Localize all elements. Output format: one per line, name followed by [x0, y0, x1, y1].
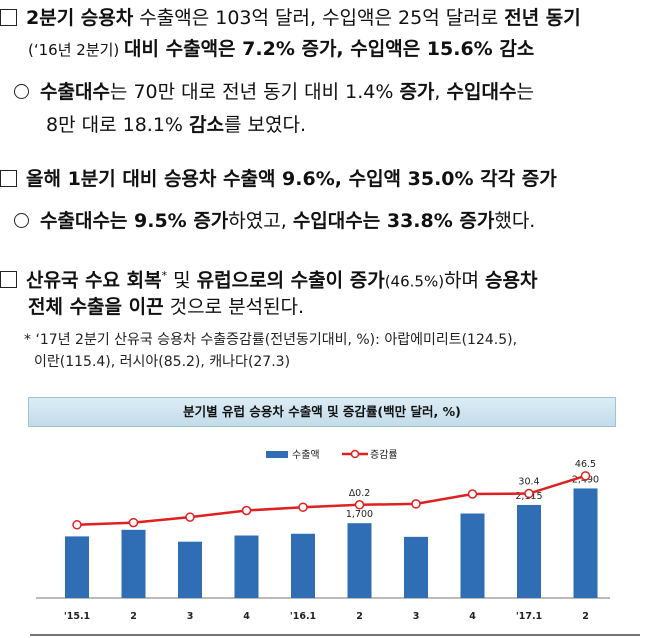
square-bullet-icon [0, 9, 17, 26]
para1-s1-c: 증가 [399, 81, 435, 103]
bar [178, 541, 202, 598]
circle-bullet-icon [14, 84, 29, 99]
legend-label-bar: 수출액 [292, 449, 320, 461]
para1-subline1: 수출대수는 70만 대로 전년 동기 대비 1.4% 증가, 수입대수는 [14, 80, 534, 104]
x-tick-label: 3 [413, 611, 420, 622]
line-data-label: 46.5 [575, 459, 596, 470]
para2-subline1: 수출대수는 9.5% 증가하였고, 수입대수는 33.8% 증가했다. [14, 209, 535, 233]
chart: 수출액증감률'15.1234'16.11,7002342,115'17.12,4… [30, 449, 640, 636]
para3-l1-a: 산유국 수요 회복 [26, 269, 162, 292]
bar [121, 529, 146, 598]
growth-rate-point [580, 471, 591, 481]
line-data-label: 30.4 [518, 477, 539, 488]
x-tick-label: 2 [582, 611, 589, 622]
growth-rate-point [241, 505, 252, 516]
para1-l2-b: 대비 수출액은 7.2% 증가, 수입액은 15.6% 감소 [124, 38, 535, 60]
para2-s1-c: 수입대수는 33.8% 증가 [292, 210, 495, 232]
para3-line1: 산유국 수요 회복* 및 유럽으로의 수출이 증가(46.5%)하며 승용차 [0, 264, 538, 293]
para1-s1-e: 수입대수 [446, 81, 517, 103]
para1-l1-a: 2분기 승용차 [26, 7, 134, 29]
para1-s1-b: 는 70만 대로 전년 동기 대비 1.4% [109, 81, 400, 103]
para3-l1-f: 하며 [444, 269, 486, 292]
para1-line1: 2분기 승용차 수출액은 103억 달러, 수입액은 25억 달러로 전년 동기 [0, 6, 581, 30]
para1-l1-b: 수출액은 103억 달러, 수입액은 25억 달러로 [133, 7, 505, 29]
bar-data-label: 1,700 [346, 509, 373, 520]
para1-l1-c: 전년 동기 [504, 7, 581, 29]
para3-l1-asterisk: * [161, 269, 168, 282]
footnote-line2: 이란(115.4), 러시아(85.2), 캐나다(27.3) [34, 354, 291, 370]
para1-line2: (‘16년 2분기) 대비 수출액은 7.2% 증가, 수입액은 15.6% 감… [28, 37, 534, 62]
para2-l1: 올해 1분기 대비 승용차 수출액 9.6%, 수입액 35.0% 각각 증가 [26, 168, 557, 190]
bar [234, 535, 259, 598]
para1-l2-a: (‘16년 2분기) [28, 41, 125, 59]
para3-l2-a: 전체 수출을 이끈 [28, 296, 164, 318]
chart-title: 분기별 유럽 승용차 수출액 및 증감률(백만 달러, %) [28, 397, 616, 427]
para3-l1-d: 유럽으로의 수출이 증가 [196, 269, 385, 292]
square-bullet-icon [0, 271, 17, 289]
growth-rate-point [354, 500, 365, 510]
bar [347, 523, 372, 598]
growth-rate-point [467, 489, 478, 499]
para1-s1-f: 는 [516, 81, 534, 103]
bar [460, 513, 485, 598]
para2-s1-a: 수출대수는 9.5% 증가 [40, 210, 229, 232]
x-tick-label: '16.1 [290, 611, 316, 622]
para3-l1-e: (46.5%) [384, 272, 445, 291]
circle-bullet-icon [14, 213, 29, 228]
legend-marker-line [350, 449, 360, 459]
para1-s1-a: 수출대수 [40, 81, 110, 103]
bar [65, 536, 89, 598]
bar [573, 488, 598, 598]
bar [517, 504, 541, 598]
bar [291, 533, 315, 598]
footnote-line1: * ‘17년 2분기 산유국 승용차 수출증감률(전년동기대비, %): 아랍에… [24, 332, 518, 348]
x-tick-label: 2 [130, 611, 137, 622]
growth-rate-point [298, 502, 308, 512]
para2-s1-d: 했다. [494, 210, 536, 232]
growth-rate-point [128, 517, 139, 528]
growth-rate-point [72, 520, 82, 530]
para1-s2-b: 감소 [189, 114, 224, 136]
bar [404, 536, 428, 598]
para1-s2-a: 8만 대로 18.1% [46, 114, 190, 136]
para3-line2: 전체 수출을 이끈 것으로 분석된다. [28, 295, 304, 319]
para3-l2-b: 것으로 분석된다. [163, 296, 305, 318]
para1-s2-c: 를 보였다. [223, 114, 306, 136]
growth-rate-point [411, 499, 421, 509]
para1-s1-d: , [434, 81, 447, 103]
growth-rate-line [76, 474, 586, 527]
para1-subline2: 8만 대로 18.1% 감소를 보였다. [46, 113, 306, 137]
x-tick-label: '15.1 [64, 611, 90, 622]
x-tick-label: 4 [469, 611, 476, 622]
para3-l1-g: 승용차 [485, 269, 538, 292]
growth-rate-point [185, 512, 195, 522]
square-bullet-icon [0, 170, 17, 187]
para2-line1: 올해 1분기 대비 승용차 수출액 9.6%, 수입액 35.0% 각각 증가 [0, 167, 557, 191]
line-data-label: Δ0.2 [349, 488, 371, 499]
x-tick-label: 4 [243, 611, 250, 622]
x-tick-label: '17.1 [516, 611, 542, 622]
x-tick-label: 3 [187, 611, 194, 622]
legend-swatch-bar [266, 451, 288, 458]
growth-rate-point [524, 488, 534, 499]
para2-s1-b: 하였고, [228, 210, 293, 232]
legend-label-line: 증감률 [370, 449, 398, 461]
x-tick-label: 2 [356, 611, 363, 622]
para3-l1-c: 및 [167, 269, 197, 292]
